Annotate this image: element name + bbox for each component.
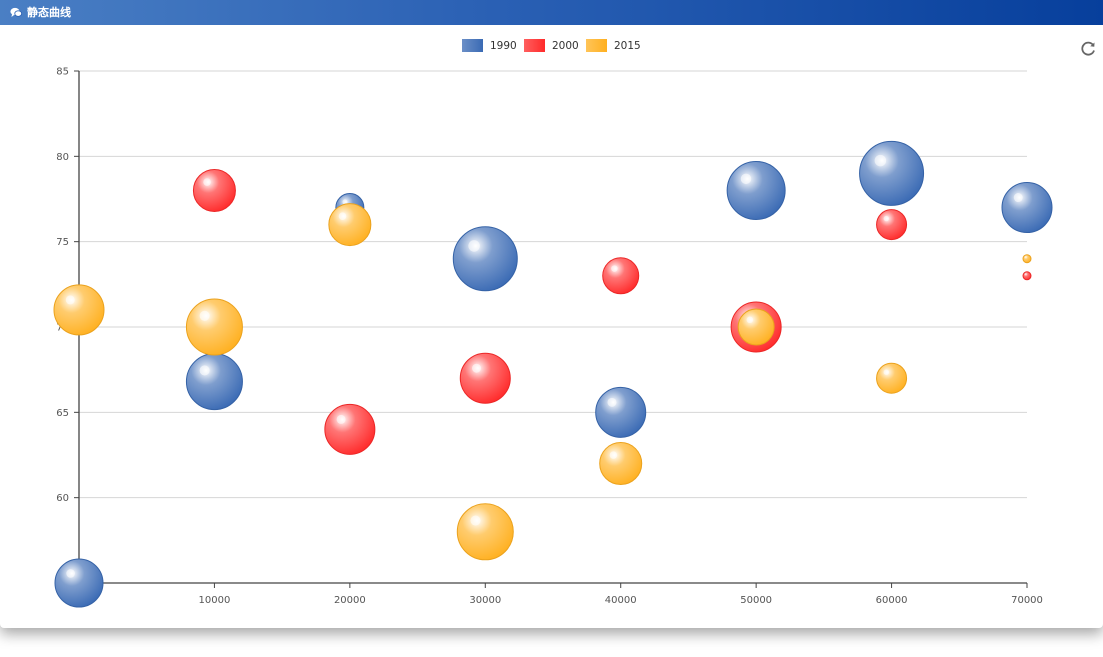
bubble-2015[interactable] xyxy=(328,203,372,247)
legend-swatch xyxy=(462,39,483,52)
chart-panel: 静态曲线 55606570758085010000200003000040000… xyxy=(0,0,1103,608)
y-tick-label: 65 xyxy=(56,408,69,419)
bubble-1990[interactable] xyxy=(859,140,925,206)
y-tick-label: 75 xyxy=(56,237,69,248)
legend-swatch xyxy=(586,39,607,52)
bubble-2015[interactable] xyxy=(185,298,243,356)
legend-label: 2000 xyxy=(552,40,579,52)
x-tick-label: 50000 xyxy=(740,595,772,606)
x-tick-label: 20000 xyxy=(334,595,366,606)
legend-label: 1990 xyxy=(490,40,517,52)
bubble-chart: 5560657075808501000020000300004000050000… xyxy=(53,39,1053,608)
bubble-2000[interactable] xyxy=(192,168,236,212)
bubble-2015[interactable] xyxy=(456,503,514,561)
refresh-icon[interactable] xyxy=(1079,40,1097,58)
x-tick-label: 40000 xyxy=(605,595,637,606)
bubble-2015[interactable] xyxy=(599,442,643,486)
y-tick-label: 60 xyxy=(56,493,69,504)
y-tick-label: 80 xyxy=(56,152,69,163)
bubble-1990[interactable] xyxy=(1001,182,1053,234)
x-tick-label: 60000 xyxy=(876,595,908,606)
bubble-2000[interactable] xyxy=(602,257,640,295)
bubble-1990[interactable] xyxy=(185,353,243,411)
bubbles xyxy=(53,140,1053,608)
legend-item-1990[interactable]: 1990 xyxy=(462,39,517,52)
y-tick-label: 85 xyxy=(56,67,69,78)
bubble-1990[interactable] xyxy=(726,160,786,220)
grid-lines xyxy=(79,70,1027,499)
bubble-2015[interactable] xyxy=(876,362,908,394)
x-tick-label: 70000 xyxy=(1011,595,1043,606)
legend-swatch xyxy=(524,39,545,52)
legend-item-2015[interactable]: 2015 xyxy=(586,39,641,52)
bubble-2015[interactable] xyxy=(737,308,775,346)
comment-icon xyxy=(10,7,22,17)
bubble-2000[interactable] xyxy=(459,352,511,404)
title-bar: 静态曲线 xyxy=(0,0,1103,25)
bubble-2000[interactable] xyxy=(876,209,908,241)
bubble-2000[interactable] xyxy=(1022,271,1032,281)
legend-item-2000[interactable]: 2000 xyxy=(524,39,579,52)
legend: 1990 2000 2015 xyxy=(462,39,641,52)
bubble-1990[interactable] xyxy=(595,386,647,438)
legend-label: 2015 xyxy=(614,40,641,52)
panel-title: 静态曲线 xyxy=(27,6,71,19)
bubble-1990[interactable] xyxy=(452,226,518,292)
bubble-2015[interactable] xyxy=(53,284,105,336)
x-tick-label: 30000 xyxy=(469,595,501,606)
x-tick-label: 10000 xyxy=(199,595,231,606)
bubble-2015[interactable] xyxy=(1022,254,1032,264)
bubble-1990[interactable] xyxy=(54,558,104,608)
bubble-2000[interactable] xyxy=(324,403,376,455)
